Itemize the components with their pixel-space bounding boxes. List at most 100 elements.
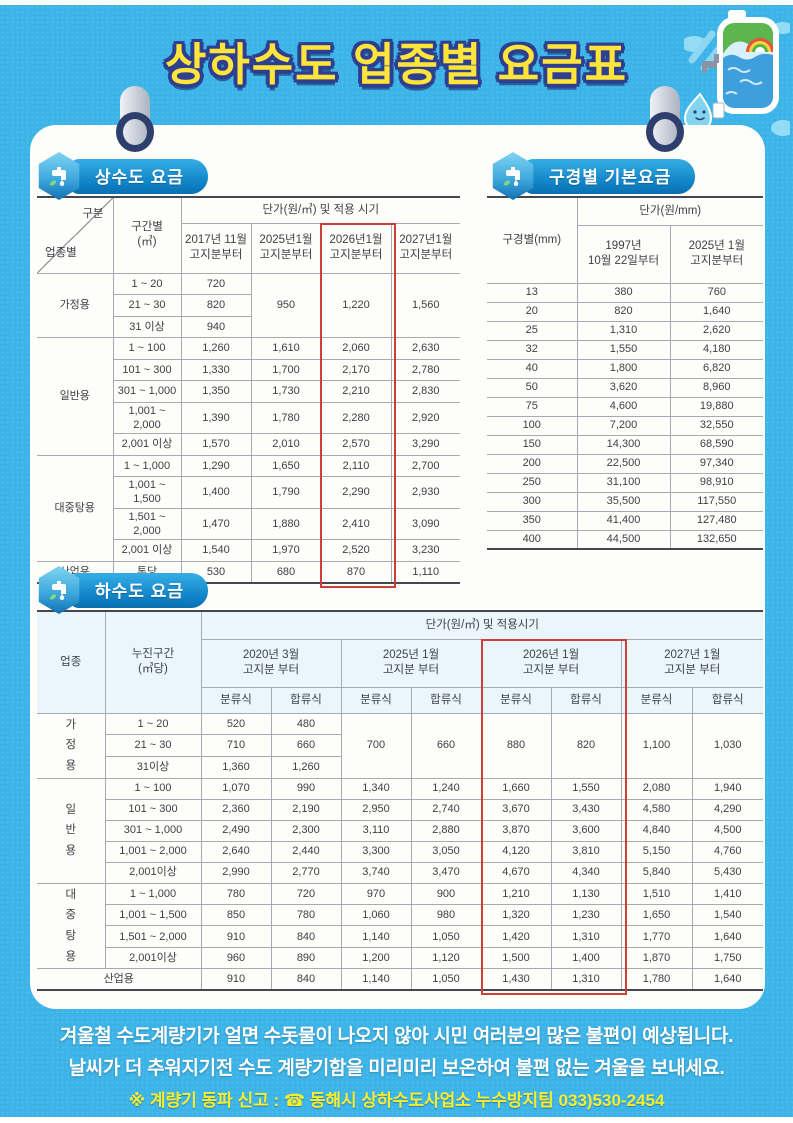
cell: 2,440 [270, 840, 342, 863]
cell: 1,780 [250, 401, 322, 435]
cell: 132,650 [669, 529, 764, 550]
cell: 2,700 [390, 454, 461, 478]
table-row: 101 ~ 300 2,360 2,190 2,950 2,740 3,670 3,430 4… [37, 798, 764, 821]
cell: 1,540 [691, 903, 764, 927]
cell: 1 ~ 1,000 [104, 882, 202, 906]
cell: 2,490 [200, 819, 272, 842]
header-cell: 합류식 [410, 686, 482, 714]
cell: 2,880 [410, 819, 482, 842]
cell: 1 ~ 1,000 [112, 454, 182, 478]
water-bottle-icon [717, 10, 779, 114]
cell: 1,400 [180, 476, 252, 509]
badge-label: 상수도 요금 [69, 158, 208, 194]
table-row: 20 820 1,640 [487, 301, 764, 322]
cell: 13 [487, 282, 578, 303]
table-row: 1,001 ~ 2,000 2,640 2,440 3,300 3,050 4,120 3,… [37, 840, 764, 863]
table-row: 2,001 이상 1,540 1,970 2,520 3,230 [37, 539, 461, 562]
cell: 1,120 [410, 946, 482, 970]
table-row: 31이상 1,360 1,260 [37, 755, 763, 779]
cell: 1,700 [250, 358, 322, 381]
cell: 520 [200, 712, 272, 736]
header-cell: 2027년 1월 고지분 부터 [620, 638, 764, 688]
badge-label: 구경별 기본요금 [523, 158, 696, 194]
cell: 1,140 [340, 968, 412, 991]
cell: 1,420 [480, 925, 552, 948]
cell: 일 반 용 [37, 777, 106, 884]
cell: 910 [200, 925, 272, 948]
cell: 1,880 [250, 507, 322, 541]
cell: 4,580 [620, 798, 693, 821]
cell: 2,520 [320, 539, 392, 562]
header-cell: 분류식 [340, 686, 412, 714]
header-cell: 단가(원/㎥) 및 적용시기 [200, 610, 764, 640]
cell: 990 [270, 777, 342, 800]
cell: 68,590 [669, 434, 764, 455]
table-row: 350 41,400 127,480 [487, 510, 764, 531]
cell: 480 [270, 712, 342, 736]
cell: 3,870 [480, 819, 552, 842]
cell: 32 [487, 339, 578, 360]
cell: 2,360 [200, 798, 272, 821]
cell: 1 ~ 100 [112, 337, 182, 360]
cell: 21 ~ 30 [105, 734, 202, 757]
cell: 산업용 [37, 968, 202, 991]
cell: 2,770 [270, 861, 342, 884]
header-cell: 단가(원/mm) [576, 196, 764, 226]
cell: 3,290 [390, 433, 461, 456]
cell: 980 [410, 903, 482, 927]
cell: 3,050 [410, 840, 482, 863]
hotline-text: ※ 계량기 동파 신고 : ☎ 동해시 상하수도사업소 누수방지팀 033)53… [128, 1091, 665, 1110]
cell: 2,290 [320, 476, 392, 509]
cell: 1 ~ 20 [104, 712, 202, 736]
cell: 1,650 [620, 903, 693, 927]
cell: 2,210 [320, 380, 392, 403]
cell: 950 [250, 272, 322, 338]
cell: 1,330 [180, 358, 252, 381]
cell: 3,670 [480, 798, 552, 821]
header-cell: 분류식 [620, 686, 693, 714]
header-cell: 2025년 1월 고지분부터 [669, 224, 764, 284]
cell: 850 [200, 903, 272, 927]
diagonal-label-top: 구분 [82, 208, 104, 220]
table-row: 75 4,600 19,880 [487, 396, 764, 417]
header-cell: 2026년 1월 고지분 부터 [480, 638, 622, 688]
table-row: 25 1,310 2,620 [487, 320, 764, 341]
cell: 3,230 [390, 539, 461, 562]
cell: 2,930 [390, 476, 461, 509]
cell: 1,550 [576, 339, 671, 360]
header-cell: 구분 업종별 [37, 196, 114, 274]
cell: 2,001 이상 [113, 433, 182, 456]
table-row: 1,001 ~ 2,000 1,390 1,780 2,280 2,920 [37, 401, 461, 435]
table-row: 200 22,500 97,340 [487, 453, 764, 474]
cell: 2,740 [410, 798, 482, 821]
cell: 1,500 [480, 946, 552, 970]
cell: 일반용 [37, 337, 114, 456]
cell: 32,550 [669, 415, 764, 436]
cell: 1,570 [180, 433, 252, 456]
badge-label: 하수도 요금 [69, 572, 208, 608]
cell: 1,230 [550, 903, 622, 927]
cell: 1,660 [480, 777, 552, 800]
cell: 1,550 [550, 777, 622, 800]
cell: 780 [200, 882, 272, 906]
cell: 1,310 [550, 968, 622, 991]
cell: 250 [487, 472, 578, 493]
cell: 1,100 [620, 712, 693, 779]
cell: 117,550 [669, 491, 764, 512]
cell: 19,880 [669, 396, 764, 417]
cell: 900 [410, 882, 482, 906]
faucet-icon [38, 152, 80, 200]
cell: 98,910 [669, 472, 764, 493]
header-cell: 합류식 [270, 686, 342, 714]
cell: 780 [270, 903, 342, 927]
cell: 1,640 [691, 925, 764, 948]
cell: 1,260 [270, 755, 341, 779]
header-cell: 분류식 [480, 686, 552, 714]
header-cell: 2020년 3월 고지분 부터 [201, 638, 342, 688]
cell: 970 [340, 882, 412, 906]
cell: 4,840 [620, 819, 693, 842]
table-row: 일반용 1 ~ 100 1,260 1,610 2,060 2,630 [37, 337, 461, 456]
table-row: 2017년 11월 고지분부터 2025년1월 고지분부터 2026년1월 고지분부… [37, 222, 461, 274]
cell: 680 [250, 560, 322, 584]
